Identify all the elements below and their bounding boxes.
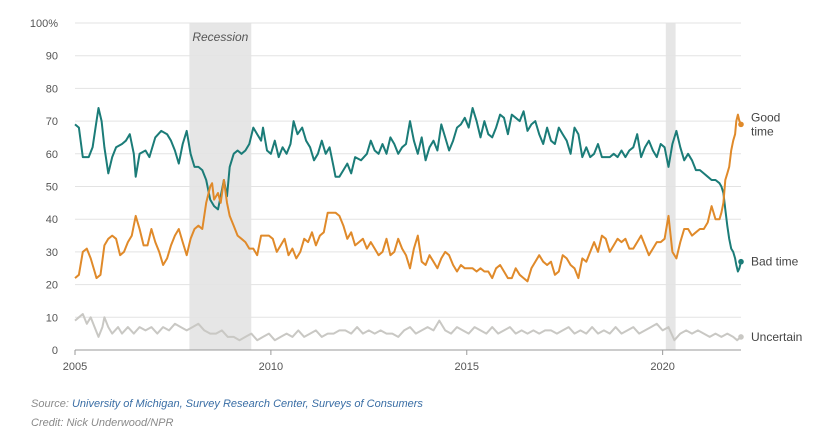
y-tick-label: 10 xyxy=(46,312,58,324)
y-tick-label: 70 xyxy=(46,116,58,128)
series-label-good-time: time xyxy=(751,124,774,138)
end-marker-good-time xyxy=(738,121,744,128)
y-tick-label: 60 xyxy=(46,149,58,161)
series-line-bad-time xyxy=(74,107,742,273)
y-tick-label: 20 xyxy=(46,280,58,292)
x-tick-label: 2005 xyxy=(63,361,87,373)
y-tick-label: 0 xyxy=(52,345,58,357)
source-note: Source: University of Michigan, Survey R… xyxy=(31,398,423,410)
y-tick-label: 80 xyxy=(46,83,58,95)
y-tick-label: 100% xyxy=(30,18,58,30)
series-label-good-time: Good xyxy=(751,110,780,124)
series-label-uncertain: Uncertain xyxy=(751,330,802,344)
end-marker-uncertain xyxy=(738,334,744,340)
recession-label: Recession xyxy=(192,30,248,44)
series-line-uncertain xyxy=(74,313,742,342)
source-link[interactable]: University of Michigan, Survey Research … xyxy=(71,398,423,410)
y-tick-label: 30 xyxy=(46,247,58,259)
y-tick-label: 40 xyxy=(46,214,58,226)
y-tick-label: 50 xyxy=(46,182,58,194)
x-tick-label: 2010 xyxy=(259,361,283,373)
series-label-bad-time: Bad time xyxy=(751,255,799,269)
chart-container: Recession 0 10 20 30 40 50 60 70 80 90 100% 2005 2010… xyxy=(30,18,803,373)
line-chart: Recession 0 10 20 30 40 50 60 70 80 90 100% 2005 2010… xyxy=(30,18,803,373)
source-prefix: Source: xyxy=(31,398,72,410)
x-tick-label: 2020 xyxy=(650,361,674,373)
end-marker-bad-time xyxy=(738,258,744,265)
y-tick-label: 90 xyxy=(46,51,58,63)
x-tick-label: 2015 xyxy=(455,361,479,373)
credit-note: Credit: Nick Underwood/NPR xyxy=(31,417,174,429)
series-line-good-time xyxy=(74,113,742,283)
